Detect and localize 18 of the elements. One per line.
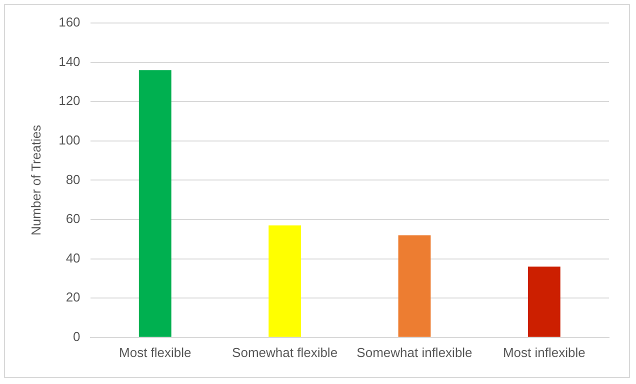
y-tick-label: 40 xyxy=(66,250,80,266)
x-tick-label: Most flexible xyxy=(119,344,192,360)
y-tick-label: 100 xyxy=(58,132,80,148)
y-tick-label: 0 xyxy=(73,328,80,344)
y-tick-label: 80 xyxy=(66,172,80,187)
bar xyxy=(138,70,172,337)
bar xyxy=(528,266,560,337)
y-tick-label: 120 xyxy=(58,93,80,108)
y-tick-label: 60 xyxy=(66,211,80,226)
bar xyxy=(268,225,302,337)
y-axis-title: Number of Treaties xyxy=(28,124,44,236)
y-tick-label: 140 xyxy=(58,54,80,69)
y-tick-label: 160 xyxy=(58,14,80,30)
x-tick-label: Somewhat inflexible xyxy=(356,344,472,360)
y-tick-label: 20 xyxy=(66,290,80,305)
x-tick-label: Most inflexible xyxy=(502,344,586,360)
bar xyxy=(398,235,431,337)
x-tick-label: Somewhat flexible xyxy=(232,344,338,360)
